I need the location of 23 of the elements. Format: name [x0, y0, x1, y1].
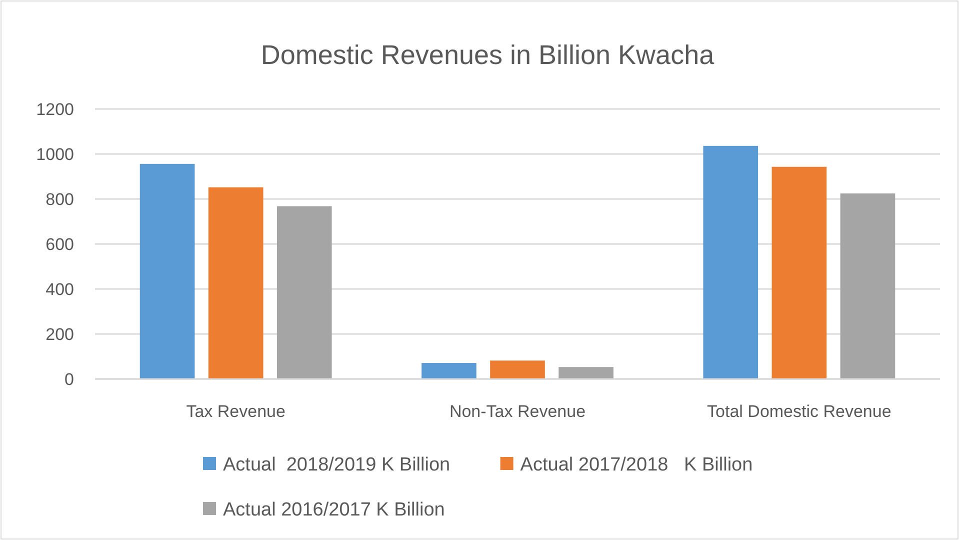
bar [276, 206, 332, 379]
bar [840, 193, 896, 379]
y-tick-label: 0 [64, 370, 74, 389]
y-tick-label: 800 [46, 190, 74, 209]
x-tick-label: Non-Tax Revenue [449, 402, 586, 421]
y-tick-label: 200 [46, 324, 74, 344]
chart-title: Domestic Revenues in Billion Kwacha [260, 40, 716, 70]
bar [208, 187, 264, 379]
bar [772, 166, 827, 379]
bar [422, 363, 476, 379]
bar [490, 360, 545, 379]
x-tick-label: Tax Revenue [186, 402, 286, 421]
bar [140, 164, 195, 379]
bar [703, 146, 758, 379]
legend-label: Actual 2018/2019 K Billion [223, 454, 450, 476]
y-tick-label: 1200 [36, 100, 74, 119]
bar [558, 367, 614, 379]
y-tick-label: 1000 [36, 144, 74, 164]
legend-label: Actual 2017/2018 K Billion [520, 454, 753, 476]
legend-label: Actual 2016/2017 K Billion [223, 500, 445, 521]
x-tick-label: Total Domestic Revenue [707, 402, 892, 421]
y-tick-label: 600 [46, 234, 74, 254]
y-tick-label: 400 [46, 280, 74, 299]
